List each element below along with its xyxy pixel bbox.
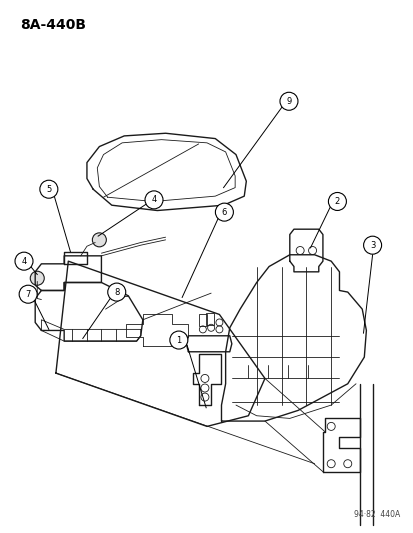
- Circle shape: [169, 331, 188, 349]
- Text: 8: 8: [114, 288, 119, 296]
- Circle shape: [215, 203, 233, 221]
- Bar: [206, 313, 214, 325]
- Text: 4: 4: [21, 257, 26, 265]
- Circle shape: [279, 92, 297, 110]
- Text: 2: 2: [334, 197, 339, 206]
- Circle shape: [19, 285, 37, 303]
- Circle shape: [107, 283, 126, 301]
- Text: 4: 4: [151, 196, 156, 204]
- Text: 9: 9: [286, 97, 291, 106]
- Text: 6: 6: [221, 208, 226, 216]
- Text: 94·82  440A: 94·82 440A: [353, 510, 399, 519]
- Text: 5: 5: [46, 185, 51, 193]
- Circle shape: [363, 236, 381, 254]
- Circle shape: [145, 191, 163, 209]
- Text: 3: 3: [369, 241, 374, 249]
- Bar: [198, 314, 206, 326]
- Text: 1: 1: [176, 336, 181, 344]
- Circle shape: [92, 233, 106, 247]
- Circle shape: [15, 252, 33, 270]
- Circle shape: [40, 180, 58, 198]
- Circle shape: [30, 271, 44, 285]
- Circle shape: [328, 192, 346, 211]
- Text: 8A-440B: 8A-440B: [20, 18, 86, 32]
- Text: 7: 7: [26, 290, 31, 298]
